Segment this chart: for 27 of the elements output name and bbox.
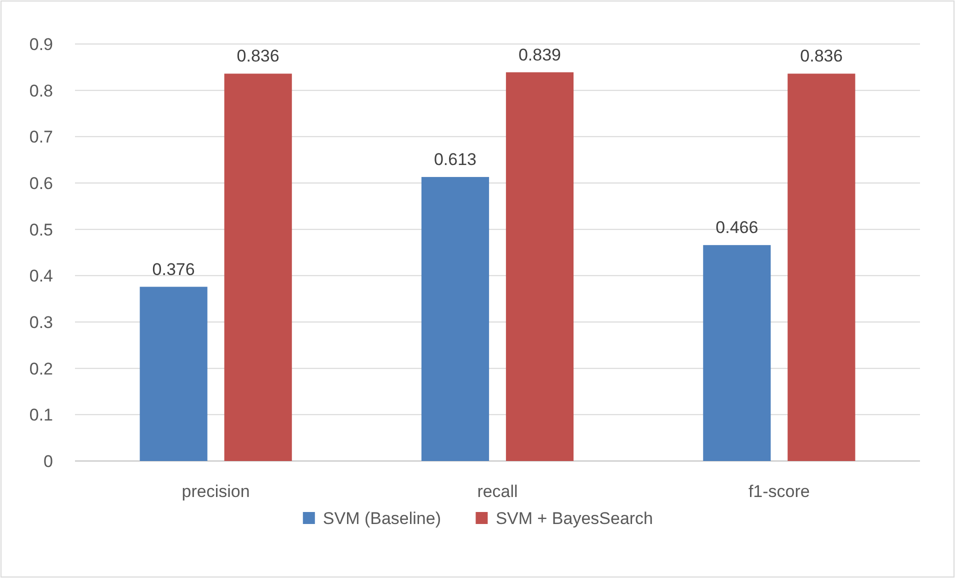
bar — [506, 72, 574, 461]
y-tick-label: 0 — [44, 452, 53, 471]
data-label: 0.836 — [800, 46, 843, 66]
y-tick-label: 0.1 — [29, 406, 53, 425]
data-label: 0.466 — [716, 218, 758, 238]
x-tick-label: recall — [477, 482, 518, 501]
bar — [788, 74, 856, 461]
legend-label: SVM + BayesSearch — [496, 508, 654, 528]
y-tick-label: 0.5 — [29, 220, 53, 240]
y-tick-label: 0.4 — [29, 266, 53, 286]
bar — [703, 245, 771, 461]
bar — [140, 286, 208, 461]
bar — [224, 74, 292, 461]
y-tick-label: 0.8 — [29, 81, 53, 100]
data-label: 0.839 — [518, 45, 562, 64]
y-tick-label: 0.6 — [29, 174, 53, 193]
x-tick-label: f1-score — [748, 482, 810, 501]
y-tick-label: 0.2 — [29, 359, 53, 378]
data-label: 0.836 — [236, 46, 280, 66]
y-tick-label: 0.9 — [29, 34, 53, 54]
data-label: 0.613 — [434, 150, 477, 169]
legend-label: SVM (Baseline) — [322, 508, 442, 528]
y-tick-label: 0.7 — [29, 128, 53, 147]
data-label: 0.376 — [152, 260, 195, 279]
bar — [421, 176, 490, 461]
x-tick-label: precision — [182, 482, 250, 501]
y-tick-label: 0.3 — [29, 312, 53, 332]
